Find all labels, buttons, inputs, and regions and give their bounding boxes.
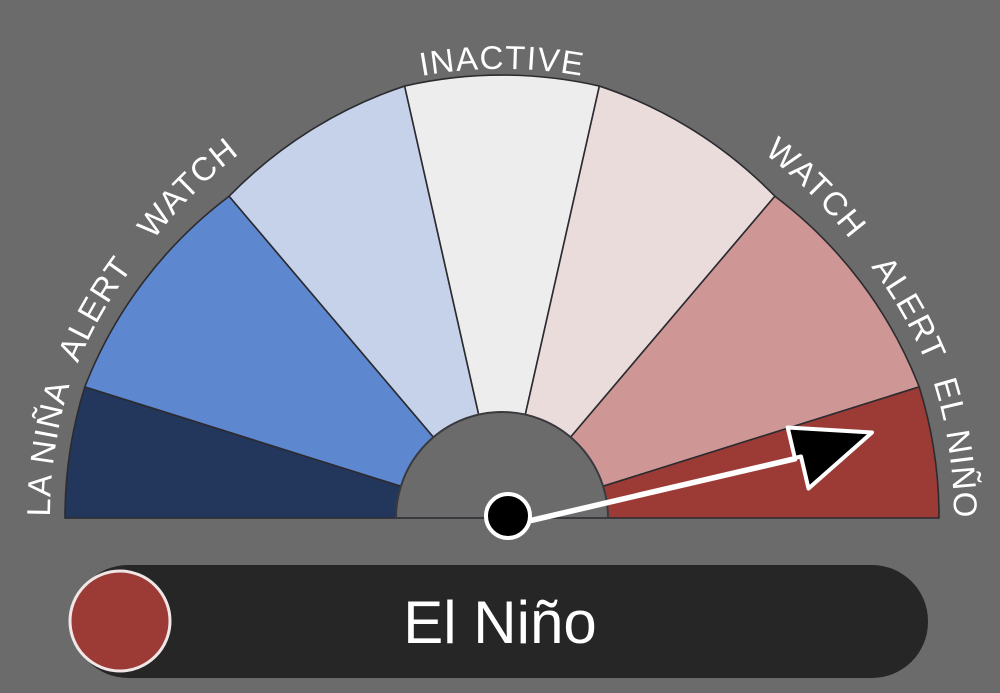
gauge-hub	[394, 411, 610, 519]
status-label: El Niño	[403, 589, 596, 656]
status-indicator-dot	[68, 569, 172, 673]
gauge-segment-alert-right	[501, 195, 920, 519]
gauge-segment-inactive	[403, 74, 601, 519]
gauge-segment-watch-left	[228, 85, 503, 519]
status-bar-background	[72, 565, 928, 678]
status-bar: El Niño	[68, 565, 928, 678]
gauge-segment-watch-right	[501, 85, 776, 519]
gauge-segment-alert-left	[84, 195, 503, 519]
gauge-segment-el-nino	[501, 386, 940, 519]
gauge-needle	[484, 425, 874, 540]
gauge-label-inactive: INACTIVE	[416, 39, 587, 83]
needle-pivot	[484, 492, 532, 540]
